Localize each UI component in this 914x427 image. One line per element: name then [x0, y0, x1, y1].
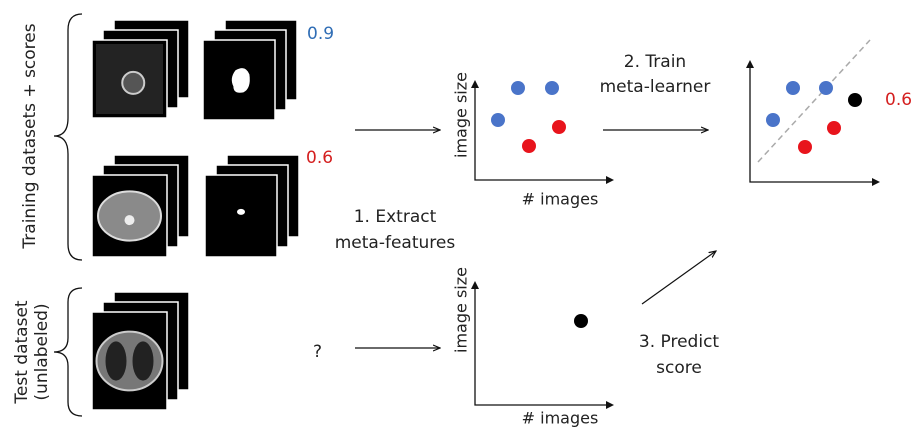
scan-lung: [105, 341, 127, 381]
dot: [545, 81, 559, 95]
arrow: [641, 251, 716, 305]
step-label: meta-features: [335, 233, 456, 253]
group-label: (unlabeled): [32, 303, 52, 400]
brace: [53, 287, 83, 417]
layer: [91, 19, 300, 411]
dot: [522, 139, 536, 153]
axis-label: image size: [452, 72, 471, 158]
step-label: 1. Extract: [354, 207, 437, 227]
score: 0.6: [306, 148, 333, 168]
scan-lung: [132, 341, 154, 381]
axis-label: image size: [452, 267, 471, 353]
axis-arrowheads: [471, 80, 614, 184]
group-label: Test dataset: [12, 300, 32, 404]
mask-blob: [237, 208, 245, 215]
dot: [574, 314, 588, 328]
scan-organ: [124, 215, 135, 226]
image-frame: [204, 174, 278, 258]
plot-axes: [474, 283, 612, 406]
dot: [827, 121, 841, 135]
dot: [786, 81, 800, 95]
predicted-score: 0.6: [885, 90, 912, 110]
step-label: 2. Train: [624, 52, 686, 72]
step-label: score: [656, 358, 702, 378]
unknown-score: ?: [313, 342, 322, 362]
dot: [848, 93, 862, 107]
scan-organ: [121, 70, 146, 95]
axis-label: # images: [522, 409, 599, 427]
dot: [766, 113, 780, 127]
dot: [552, 120, 566, 134]
mask-blob: [231, 68, 250, 93]
brace: [53, 13, 83, 261]
axis-arrowheads: [746, 60, 880, 186]
plot-axes: [749, 62, 878, 183]
dot: [798, 140, 812, 154]
plot-axes: [474, 82, 612, 181]
axis-arrowheads: [471, 281, 614, 409]
dot: [511, 81, 525, 95]
step-label: meta-learner: [600, 77, 711, 97]
axis-label: # images: [522, 190, 599, 209]
dot: [491, 113, 505, 127]
decision-line: [757, 39, 871, 163]
group-label: Training datasets + scores: [20, 23, 40, 249]
score: 0.9: [307, 24, 334, 44]
step-label: 3. Predict: [639, 332, 720, 352]
dot: [819, 81, 833, 95]
